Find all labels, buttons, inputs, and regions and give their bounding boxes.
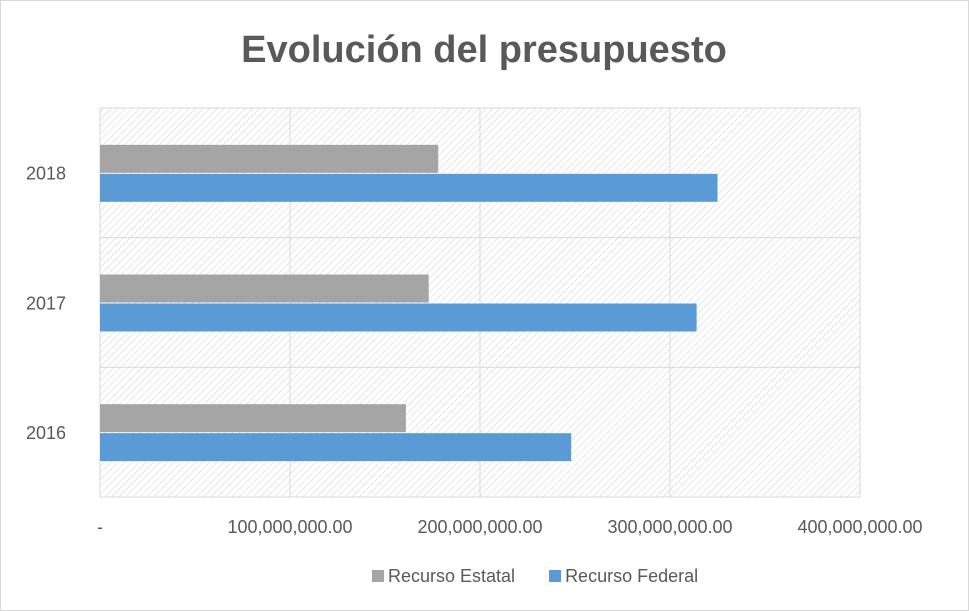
bar: [100, 404, 406, 433]
y-tick-label: 2016: [26, 423, 66, 443]
bar: [100, 144, 439, 173]
bar: [100, 173, 718, 202]
legend-label: Recurso Federal: [565, 566, 698, 586]
legend-swatch: [549, 570, 562, 582]
x-tick-label: 200,000,000.00: [417, 517, 542, 537]
bar: [100, 433, 572, 462]
x-tick-label: 400,000,000.00: [797, 517, 922, 537]
y-tick-label: 2018: [26, 164, 66, 184]
chart-title: Evolución del presupuesto: [241, 29, 727, 71]
legend-label: Recurso Estatal: [388, 566, 515, 586]
legend-swatch: [372, 570, 384, 582]
y-tick-label: 2017: [26, 293, 66, 313]
x-tick-label: 300,000,000.00: [607, 517, 732, 537]
bar: [100, 303, 697, 332]
x-tick-label: -: [97, 517, 103, 537]
bar: [100, 274, 429, 303]
x-tick-label: 100,000,000.00: [227, 517, 352, 537]
